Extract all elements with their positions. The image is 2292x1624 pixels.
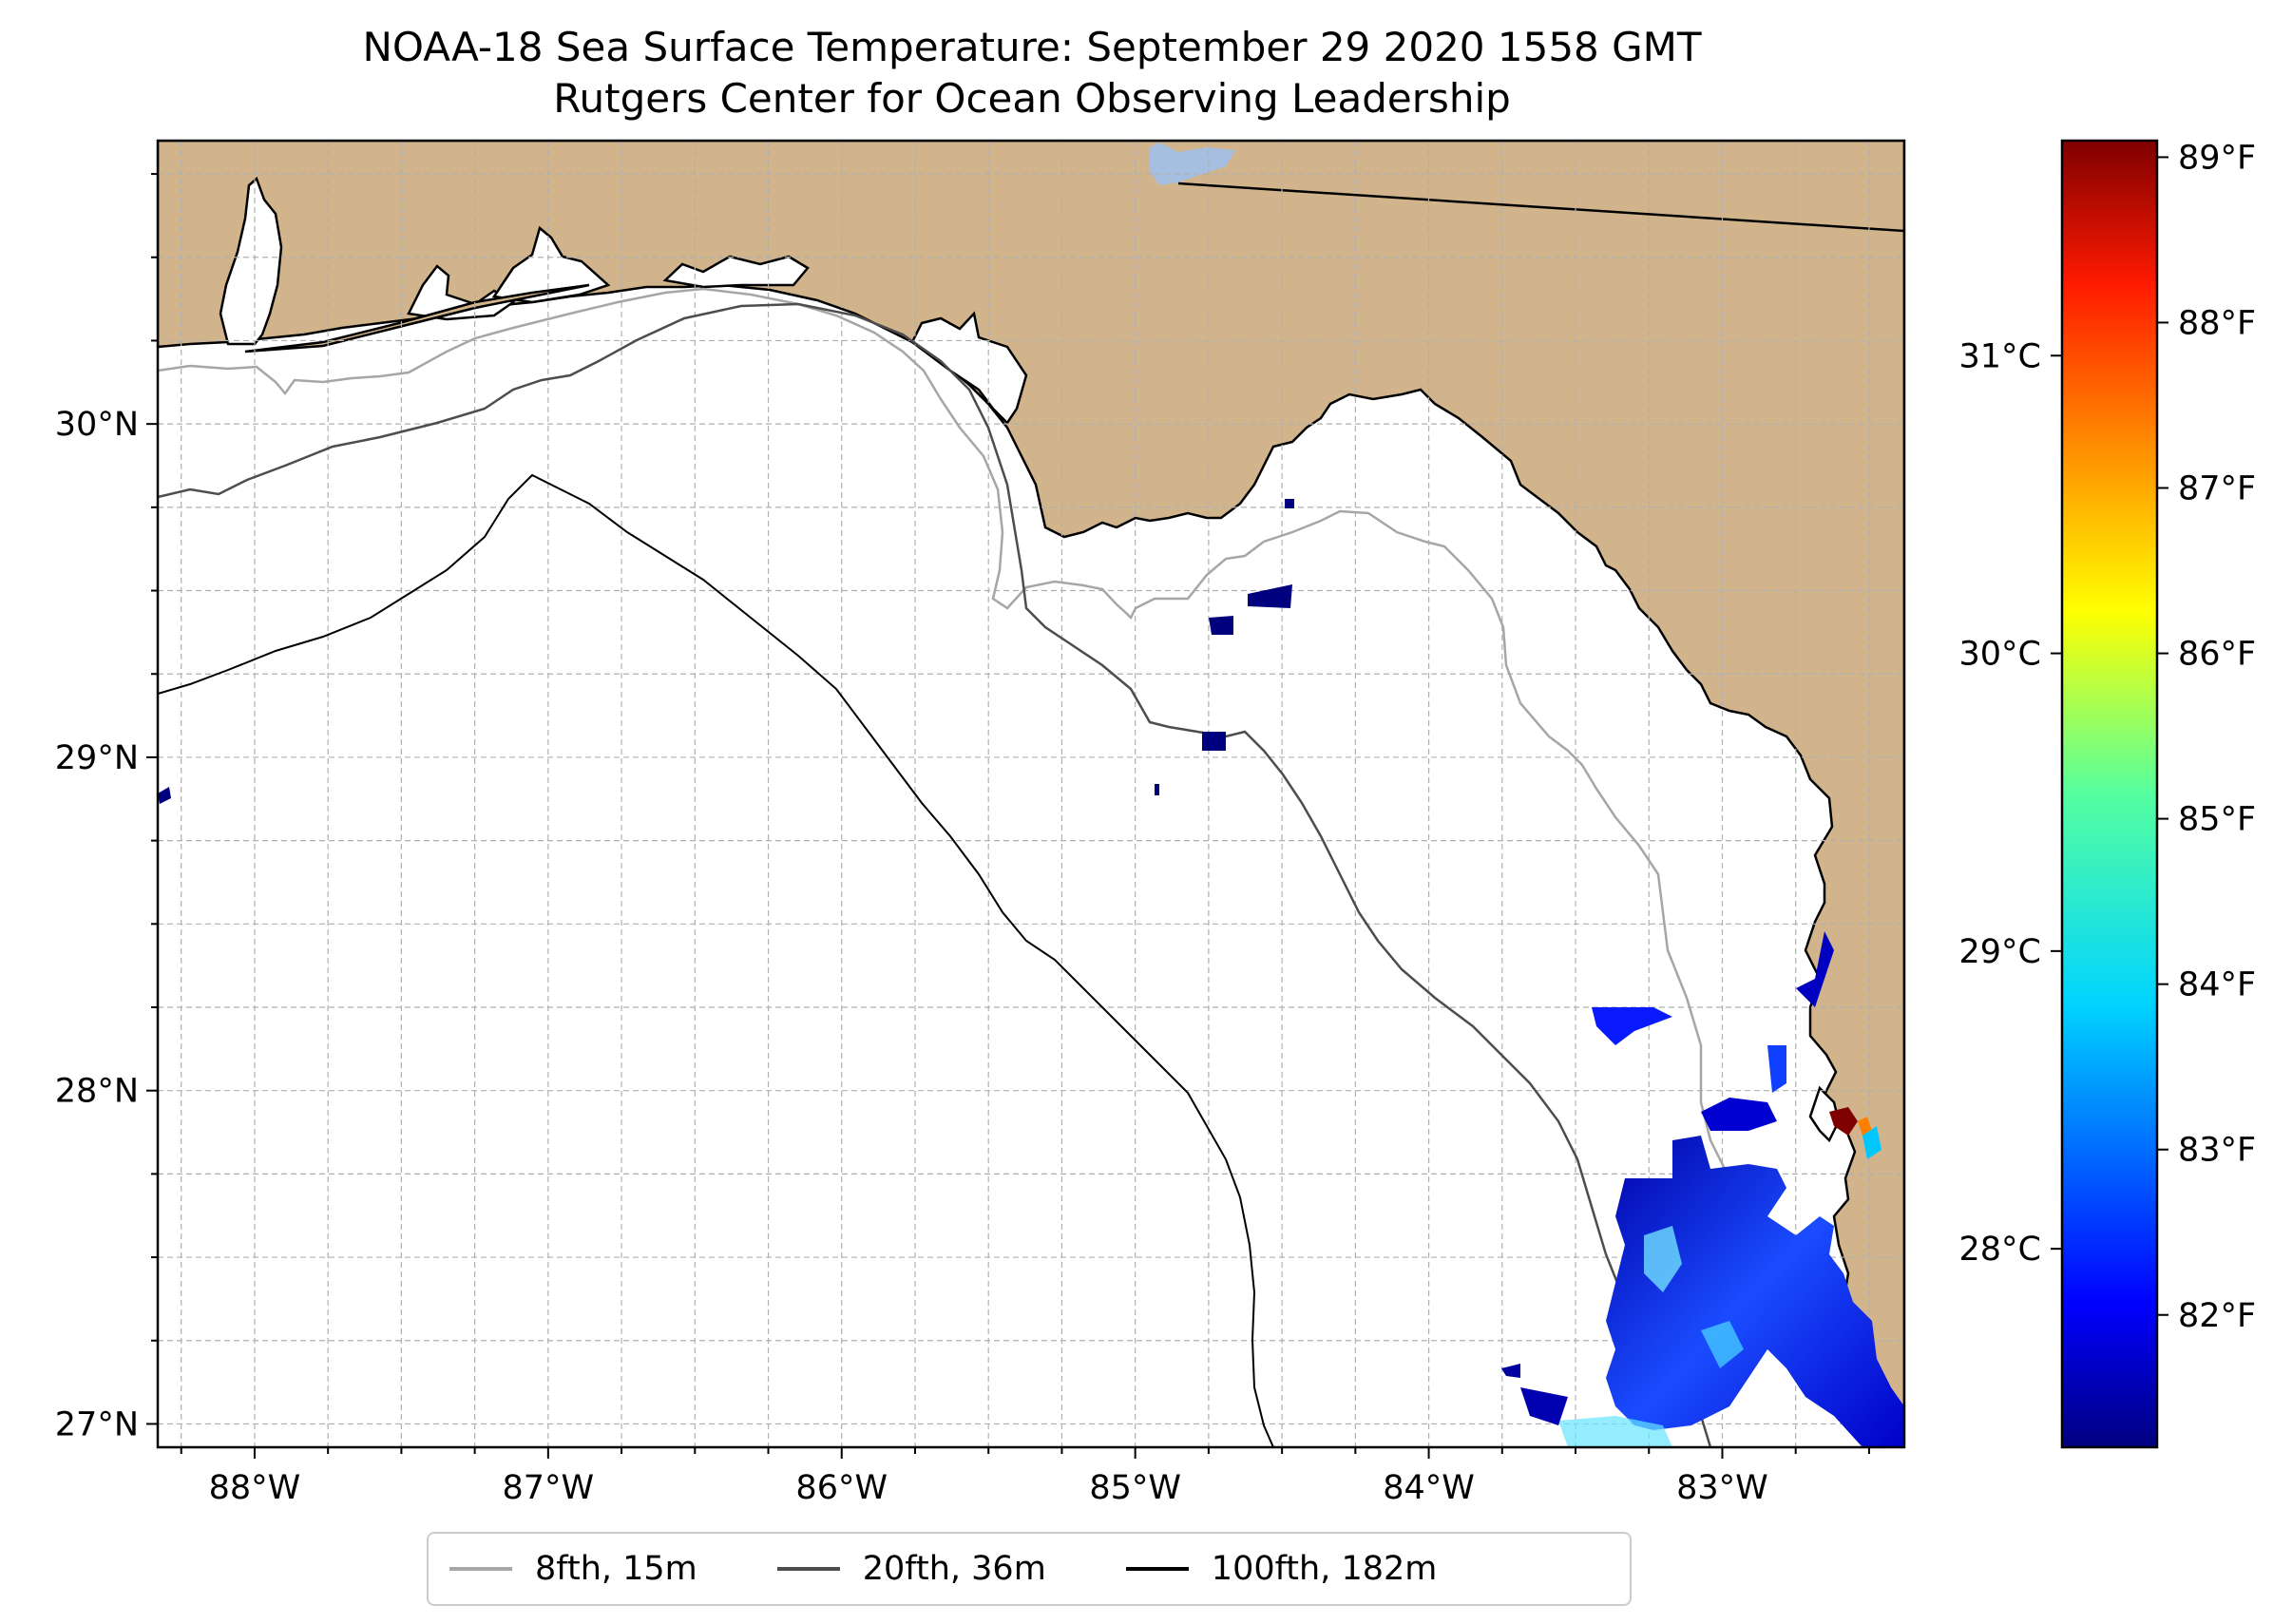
legend-swatch-8fth [449, 1567, 512, 1571]
lon-tick-label: 88°W [209, 1469, 301, 1507]
tampa-bay [1808, 1085, 1841, 1143]
land-mass [158, 141, 1904, 1447]
longitude-axis: 88°W 87°W 86°W 85°W 84°W 83°W [180, 1447, 1870, 1507]
figure-subtitle: Rutgers Center for Ocean Observing Leade… [553, 75, 1511, 122]
colorbar-f-tick-label: 84°F [2178, 966, 2256, 1004]
sst-data-pixels [158, 499, 1904, 1447]
map-frame [156, 139, 1906, 1449]
contour-8fth [158, 287, 1902, 1447]
lat-tick-label: 28°N [55, 1073, 139, 1111]
colorbar-f-tick-label: 82°F [2178, 1297, 2256, 1335]
legend-label-8fth: 8fth, 15m [535, 1550, 697, 1588]
contour-legend: 8fth, 15m 20fth, 36m 100fth, 182m [427, 1532, 1632, 1606]
colorbar-fahrenheit-axis: 82°F 83°F 84°F 85°F 86°F 87°F 88°F 89°F [2157, 139, 2256, 1335]
colorbar-f-tick-label: 88°F [2178, 304, 2256, 342]
state-boundary-line [1177, 182, 1904, 233]
legend-item-100fth: 100fth, 182m [1125, 1550, 1438, 1588]
colorbar-f-tick-label: 87°F [2178, 470, 2256, 508]
lon-tick-label: 87°W [503, 1469, 595, 1507]
legend-item-20fth: 20fth, 36m [776, 1550, 1046, 1588]
colorbar-celsius-axis: 28°C 29°C 30°C 31°C [1959, 337, 2062, 1269]
colorbar-c-tick-label: 31°C [1959, 337, 2041, 375]
contour-20fth [158, 302, 1712, 1447]
lake-seminole [1150, 143, 1235, 185]
colorbar-f-tick-label: 89°F [2178, 139, 2256, 177]
legend-swatch-20fth [776, 1567, 840, 1571]
latitude-axis: 27°N 28°N 29°N 30°N [55, 173, 158, 1443]
st-andrews-bay [662, 255, 810, 289]
legend-swatch-100fth [1125, 1567, 1189, 1571]
colorbar-c-tick-label: 30°C [1959, 636, 2041, 674]
colorbar-c-tick-label: 28°C [1959, 1231, 2041, 1269]
lon-tick-label: 86°W [795, 1469, 888, 1507]
colorbar-f-tick-label: 85°F [2178, 801, 2256, 839]
legend-item-8fth: 8fth, 15m [449, 1550, 697, 1588]
mobile-bay [219, 176, 283, 346]
lat-tick-label: 30°N [55, 406, 139, 444]
contour-100fth [158, 473, 1274, 1447]
colorbar-f-tick-label: 83°F [2178, 1132, 2256, 1170]
colorbar [2060, 139, 2159, 1449]
figure-title: NOAA-18 Sea Surface Temperature: Septemb… [362, 24, 1702, 70]
lon-tick-label: 84°W [1383, 1469, 1475, 1507]
lat-tick-label: 27°N [55, 1405, 139, 1443]
choctawhatchee-bay [491, 225, 611, 304]
legend-label-100fth: 100fth, 182m [1211, 1550, 1438, 1588]
colorbar-f-tick-label: 86°F [2178, 636, 2256, 674]
barrier-island [244, 283, 590, 353]
legend-label-20fth: 20fth, 36m [862, 1550, 1046, 1588]
map-area [158, 141, 1904, 1447]
lat-tick-label: 29°N [55, 739, 139, 777]
lon-tick-label: 85°W [1089, 1469, 1181, 1507]
colorbar-c-tick-label: 29°C [1959, 933, 2041, 971]
lon-tick-label: 83°W [1676, 1469, 1768, 1507]
